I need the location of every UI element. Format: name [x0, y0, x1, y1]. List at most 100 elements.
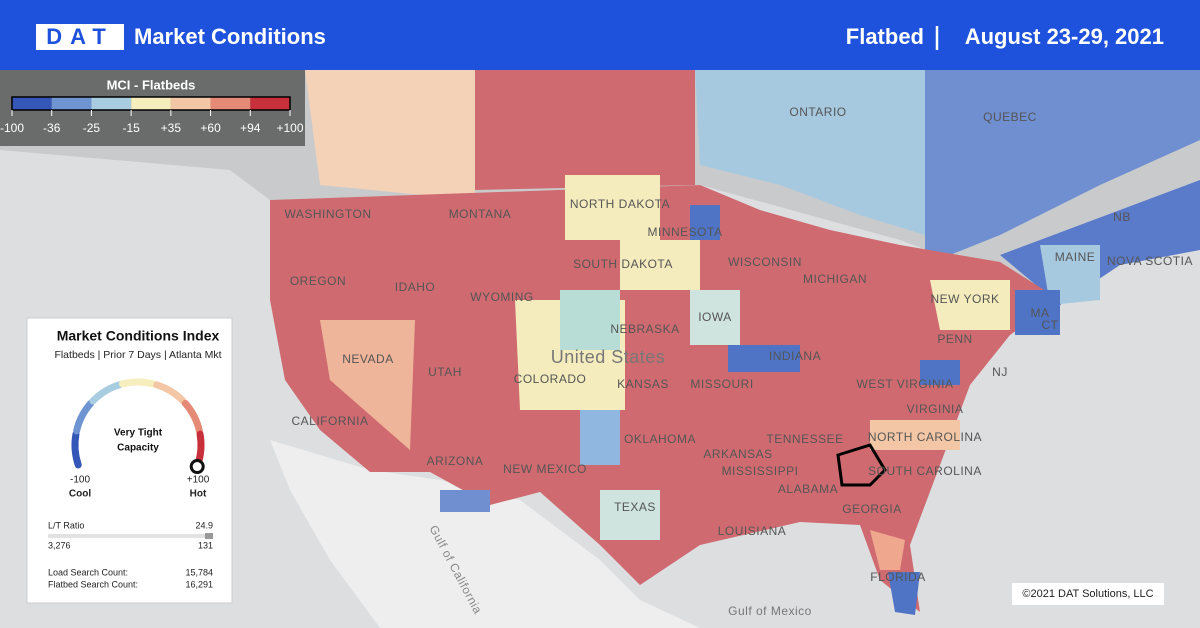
- map-label: United States: [551, 347, 666, 367]
- gauge-segment: [73, 399, 95, 435]
- map-label: OREGON: [290, 274, 346, 288]
- legend-tick-label: -100: [0, 121, 24, 135]
- map-label: MAINE: [1055, 250, 1096, 264]
- map-label: VIRGINIA: [907, 402, 964, 416]
- map-label: MONTANA: [449, 207, 512, 221]
- map-label: MISSISSIPPI: [722, 464, 799, 478]
- legend-swatch: [12, 97, 52, 110]
- map-label: WYOMING: [470, 290, 534, 304]
- map-label: GEORGIA: [842, 502, 902, 516]
- equipment: Flatbed: [846, 24, 924, 49]
- flatbed-search-value: 16,291: [185, 579, 213, 589]
- trucks: 131: [198, 540, 213, 550]
- legend-swatch: [131, 97, 171, 110]
- map-label: LOUISIANA: [718, 524, 787, 538]
- map-label: WISCONSIN: [728, 255, 802, 269]
- gauge-min: -100: [70, 475, 90, 486]
- logo-box: [36, 24, 124, 50]
- map-label: MA: [1031, 306, 1050, 320]
- map-label: NOVA SCOTIA: [1107, 254, 1193, 268]
- region: [888, 572, 920, 615]
- region: [695, 70, 925, 235]
- map-label: IDAHO: [395, 280, 436, 294]
- logo: DAT: [46, 24, 114, 49]
- legend-tick-label: +94: [240, 121, 261, 135]
- map-label: ARKANSAS: [703, 447, 772, 461]
- gauge-max: +100: [187, 475, 210, 486]
- panel-title: Market Conditions Index: [57, 328, 220, 344]
- map-label: OKLAHOMA: [624, 432, 696, 446]
- region: [320, 320, 415, 450]
- lt-label: L/T Ratio: [48, 520, 84, 530]
- region: [925, 70, 1200, 265]
- region: [690, 205, 720, 240]
- region: [600, 490, 660, 540]
- map-label: NEBRASKA: [610, 322, 679, 336]
- map-label: SOUTH CAROLINA: [868, 464, 982, 478]
- gauge-segment: [89, 381, 123, 405]
- load-search-value: 15,784: [185, 567, 213, 577]
- copyright-box: [1012, 583, 1164, 605]
- legend-tick-label: +60: [200, 121, 221, 135]
- map-label: FLORIDA: [870, 570, 926, 584]
- map-label: TENNESSEE: [766, 432, 843, 446]
- region: [728, 345, 800, 372]
- map-label: WASHINGTON: [284, 207, 371, 221]
- region: [580, 410, 620, 465]
- map-label: PENN: [937, 332, 972, 346]
- gauge-segment: [181, 399, 203, 435]
- panel-subtitle: Flatbeds | Prior 7 Days | Atlanta Mkt: [54, 349, 221, 361]
- legend-swatch: [210, 97, 251, 110]
- map-label: MINNESOTA: [648, 225, 723, 239]
- map-label: CALIFORNIA: [291, 414, 368, 428]
- map-label: CT: [1042, 318, 1059, 332]
- map-label: ONTARIO: [789, 105, 846, 119]
- gauge-segment: [119, 378, 157, 388]
- map-label: NJ: [992, 365, 1008, 379]
- region: [1015, 290, 1060, 335]
- region: [560, 290, 620, 350]
- flatbed-search-label: Flatbed Search Count:: [48, 579, 138, 589]
- legend-tick-label: +35: [161, 121, 182, 135]
- region: [930, 280, 1010, 330]
- map-label: NB: [1113, 210, 1131, 224]
- header-title: Market Conditions: [134, 24, 326, 49]
- gauge-segment: [71, 430, 82, 469]
- legend: -100 -36 -25 -15 +35 +60 +94 +100: [0, 96, 304, 135]
- map-label: NORTH DAKOTA: [570, 197, 670, 211]
- region: [475, 70, 695, 190]
- map-label: QUEBEC: [983, 110, 1037, 124]
- legend-swatch: [51, 97, 92, 110]
- mexico-land: [270, 440, 700, 628]
- map-label: NEW YORK: [930, 292, 999, 306]
- legend-swatch: [91, 97, 132, 110]
- region: [690, 290, 740, 345]
- legend-frame: [11, 96, 291, 111]
- market-outline: [836, 443, 887, 487]
- map-label: ALABAMA: [778, 482, 838, 496]
- legend-swatch: [250, 97, 290, 110]
- legend-tick-label: -15: [122, 121, 140, 135]
- region: [565, 175, 660, 240]
- region: [870, 420, 960, 450]
- region: [440, 490, 490, 512]
- copyright: ©2021 DAT Solutions, LLC: [1022, 588, 1153, 600]
- status: Capacity: [117, 443, 159, 454]
- region: [620, 240, 700, 290]
- map-label: NEVADA: [342, 352, 393, 366]
- lt-value: 24.9: [195, 520, 213, 530]
- map-label: Gulf of Mexico: [728, 604, 812, 618]
- legend-swatch: [170, 97, 211, 110]
- gauge: [71, 378, 205, 475]
- map-label: COLORADO: [514, 372, 587, 386]
- us-land: [270, 185, 1060, 612]
- legend-tick-label: +100: [276, 121, 303, 135]
- map-label: TEXAS: [614, 500, 656, 514]
- map-label: ARIZONA: [427, 454, 484, 468]
- gauge-max-label: Hot: [190, 489, 207, 500]
- header-bar: [0, 0, 1200, 70]
- region: [305, 70, 475, 200]
- region: [870, 530, 905, 570]
